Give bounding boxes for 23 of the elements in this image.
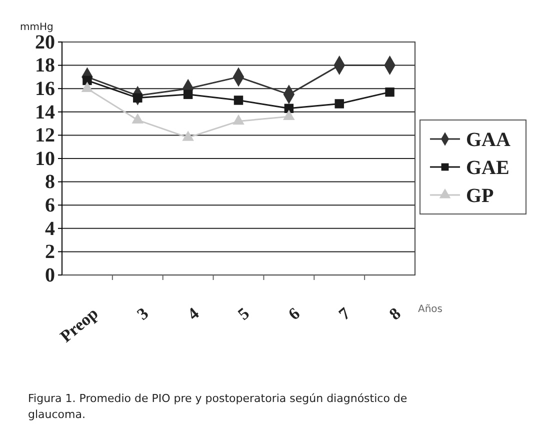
y-tick-label: 12 — [35, 124, 55, 147]
x-tick-label: 4 — [184, 303, 203, 324]
y-tick-label: 18 — [35, 54, 55, 77]
y-tick-label: 10 — [35, 148, 55, 170]
x-tick-label: 3 — [133, 304, 152, 324]
x-axis-title: Años — [418, 304, 443, 315]
x-tick-label: 6 — [284, 304, 304, 324]
legend-label: GAA — [466, 129, 511, 151]
text: Figura 1. Promedio de PIO pre y postoperatoria según diagnóstico de glaucoma. — [28, 392, 408, 421]
x-tick-label: 8 — [386, 304, 404, 324]
y-tick-label: 20 — [35, 31, 55, 54]
y-axis-title: mmHg — [20, 22, 54, 33]
y-tick-label: 0 — [45, 264, 55, 286]
legend-label: GAE — [466, 157, 510, 179]
x-tick-label: 7 — [335, 303, 354, 324]
legend-label: GP — [466, 185, 494, 207]
y-tick-label: 2 — [45, 241, 55, 264]
x-tick-label: 5 — [234, 304, 253, 324]
y-tick-label: 6 — [45, 194, 55, 216]
y-tick-label: 8 — [45, 171, 55, 194]
y-tick-label: 16 — [35, 78, 55, 100]
y-tick-label: 4 — [45, 218, 55, 240]
y-tick-label: 14 — [35, 101, 55, 124]
